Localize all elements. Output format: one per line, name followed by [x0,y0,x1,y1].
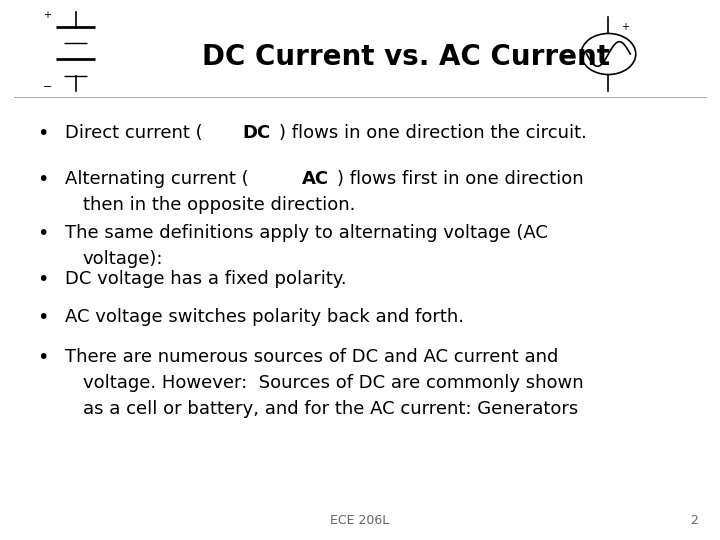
Text: •: • [37,348,49,367]
Text: then in the opposite direction.: then in the opposite direction. [83,196,355,214]
Text: ) flows first in one direction: ) flows first in one direction [337,170,583,188]
Text: voltage. However:  Sources of DC are commonly shown: voltage. However: Sources of DC are comm… [83,374,583,392]
Text: +: + [621,22,629,32]
Text: Alternating current (: Alternating current ( [65,170,248,188]
Text: •: • [37,224,49,243]
Text: •: • [37,124,49,143]
Text: ) flows in one direction the circuit.: ) flows in one direction the circuit. [279,124,587,142]
Text: •: • [37,270,49,289]
Text: AC: AC [302,170,329,188]
Text: There are numerous sources of DC and AC current and: There are numerous sources of DC and AC … [65,348,558,366]
Text: voltage):: voltage): [83,250,163,268]
Text: •: • [37,170,49,189]
Text: 2: 2 [690,514,698,526]
Text: DC: DC [243,124,271,142]
Text: ECE 206L: ECE 206L [330,514,390,526]
Text: The same definitions apply to alternating voltage (AC: The same definitions apply to alternatin… [65,224,548,242]
Text: DC voltage has a fixed polarity.: DC voltage has a fixed polarity. [65,270,346,288]
Text: Direct current (: Direct current ( [65,124,202,142]
Text: DC Current vs. AC Current: DC Current vs. AC Current [202,43,610,71]
Text: as a cell or battery, and for the AC current: Generators: as a cell or battery, and for the AC cur… [83,400,578,418]
Text: −: − [42,83,52,92]
Text: AC voltage switches polarity back and forth.: AC voltage switches polarity back and fo… [65,308,464,326]
Text: +: + [43,10,51,20]
Text: •: • [37,308,49,327]
